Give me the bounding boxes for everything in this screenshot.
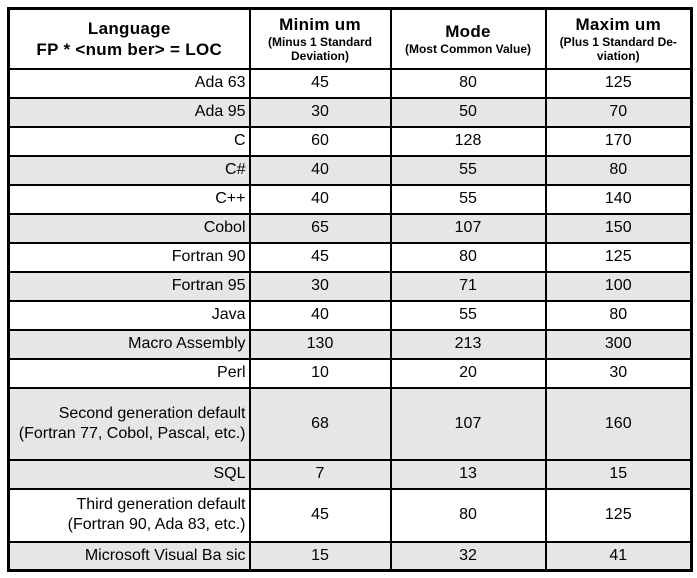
language-cell: SQL xyxy=(7,458,251,490)
language-cell: Perl xyxy=(7,357,251,389)
header-maximum: Maxim um (Plus 1 Standard De- viation) xyxy=(544,7,693,70)
maximum-cell: 15 xyxy=(544,458,693,490)
mode-cell: 213 xyxy=(389,328,547,360)
language-cell: Cobol xyxy=(7,212,251,244)
table-row: C 60 128 170 xyxy=(7,125,693,157)
table-row: Fortran 95 30 71 100 xyxy=(7,270,693,302)
table-row: Ada 95 30 50 70 xyxy=(7,96,693,128)
language-cell: Java xyxy=(7,299,251,331)
header-maximum-sub2: viation) xyxy=(596,49,640,64)
header-mode-sub1: (Most Common Value) xyxy=(404,42,531,57)
header-minimum-sub2: Deviation) xyxy=(290,49,349,64)
mode-cell: 80 xyxy=(389,67,547,99)
language-cell: Macro Assembly xyxy=(7,328,251,360)
header-maximum-title: Maxim um xyxy=(575,14,662,34)
language-cell: C# xyxy=(7,154,251,186)
maximum-cell: 70 xyxy=(544,96,693,128)
header-mode-title: Mode xyxy=(445,21,491,41)
maximum-cell: 170 xyxy=(544,125,693,157)
mode-cell: 13 xyxy=(389,458,547,490)
mode-cell: 32 xyxy=(389,540,547,572)
minimum-cell: 68 xyxy=(248,386,392,461)
mode-cell: 55 xyxy=(389,183,547,215)
maximum-cell: 125 xyxy=(544,241,693,273)
minimum-cell: 65 xyxy=(248,212,392,244)
table-row: SQL 7 13 15 xyxy=(7,458,693,490)
minimum-cell: 7 xyxy=(248,458,392,490)
minimum-cell: 45 xyxy=(248,241,392,273)
mode-cell: 107 xyxy=(389,386,547,461)
minimum-cell: 40 xyxy=(248,299,392,331)
minimum-cell: 40 xyxy=(248,183,392,215)
table-row: C++ 40 55 140 xyxy=(7,183,693,215)
minimum-cell: 60 xyxy=(248,125,392,157)
mode-cell: 55 xyxy=(389,299,547,331)
header-minimum: Minim um (Minus 1 Standard Deviation) xyxy=(248,7,392,70)
maximum-cell: 100 xyxy=(544,270,693,302)
language-cell: Ada 63 xyxy=(7,67,251,99)
table-row: C# 40 55 80 xyxy=(7,154,693,186)
header-language: Language FP * <num ber> = LOC xyxy=(7,7,251,70)
table-row: Macro Assembly 130 213 300 xyxy=(7,328,693,360)
minimum-cell: 40 xyxy=(248,154,392,186)
header-language-line2: FP * <num ber> = LOC xyxy=(36,39,223,59)
language-cell: Second generation default (Fortran 77, C… xyxy=(7,386,251,461)
minimum-cell: 130 xyxy=(248,328,392,360)
header-maximum-sub1: (Plus 1 Standard De- xyxy=(559,34,677,49)
language-cell: Third generation default (Fortran 90, Ad… xyxy=(7,487,251,543)
mode-cell: 80 xyxy=(389,487,547,543)
table-row: Cobol 65 107 150 xyxy=(7,212,693,244)
table-row: Perl 10 20 30 xyxy=(7,357,693,389)
maximum-cell: 41 xyxy=(544,540,693,572)
maximum-cell: 125 xyxy=(544,487,693,543)
language-cell: Fortran 95 xyxy=(7,270,251,302)
language-cell: C++ xyxy=(7,183,251,215)
mode-cell: 50 xyxy=(389,96,547,128)
table-row: Second generation default (Fortran 77, C… xyxy=(7,386,693,461)
mode-cell: 107 xyxy=(389,212,547,244)
maximum-cell: 150 xyxy=(544,212,693,244)
minimum-cell: 30 xyxy=(248,96,392,128)
minimum-cell: 45 xyxy=(248,67,392,99)
language-cell: Ada 95 xyxy=(7,96,251,128)
maximum-cell: 300 xyxy=(544,328,693,360)
header-mode: Mode (Most Common Value) xyxy=(389,7,547,70)
minimum-cell: 15 xyxy=(248,540,392,572)
maximum-cell: 140 xyxy=(544,183,693,215)
language-cell: Fortran 90 xyxy=(7,241,251,273)
mode-cell: 80 xyxy=(389,241,547,273)
minimum-cell: 30 xyxy=(248,270,392,302)
maximum-cell: 30 xyxy=(544,357,693,389)
table-row: Ada 63 45 80 125 xyxy=(7,67,693,99)
mode-cell: 55 xyxy=(389,154,547,186)
mode-cell: 20 xyxy=(389,357,547,389)
language-cell: C xyxy=(7,125,251,157)
language-cell: Microsoft Visual Ba sic xyxy=(7,540,251,572)
table-row: Third generation default (Fortran 90, Ad… xyxy=(7,487,693,543)
maximum-cell: 125 xyxy=(544,67,693,99)
table-row: Java 40 55 80 xyxy=(7,299,693,331)
minimum-cell: 10 xyxy=(248,357,392,389)
table-row: Fortran 90 45 80 125 xyxy=(7,241,693,273)
table-row: Microsoft Visual Ba sic 15 32 41 xyxy=(7,540,693,572)
maximum-cell: 80 xyxy=(544,299,693,331)
minimum-cell: 45 xyxy=(248,487,392,543)
table-header-row: Language FP * <num ber> = LOC Minim um (… xyxy=(7,7,693,70)
header-minimum-sub1: (Minus 1 Standard xyxy=(267,34,372,49)
header-minimum-title: Minim um xyxy=(279,14,361,34)
maximum-cell: 160 xyxy=(544,386,693,461)
maximum-cell: 80 xyxy=(544,154,693,186)
header-language-line1: Language xyxy=(87,18,171,38)
fp-loc-conversion-table: Language FP * <num ber> = LOC Minim um (… xyxy=(7,7,693,572)
mode-cell: 128 xyxy=(389,125,547,157)
mode-cell: 71 xyxy=(389,270,547,302)
